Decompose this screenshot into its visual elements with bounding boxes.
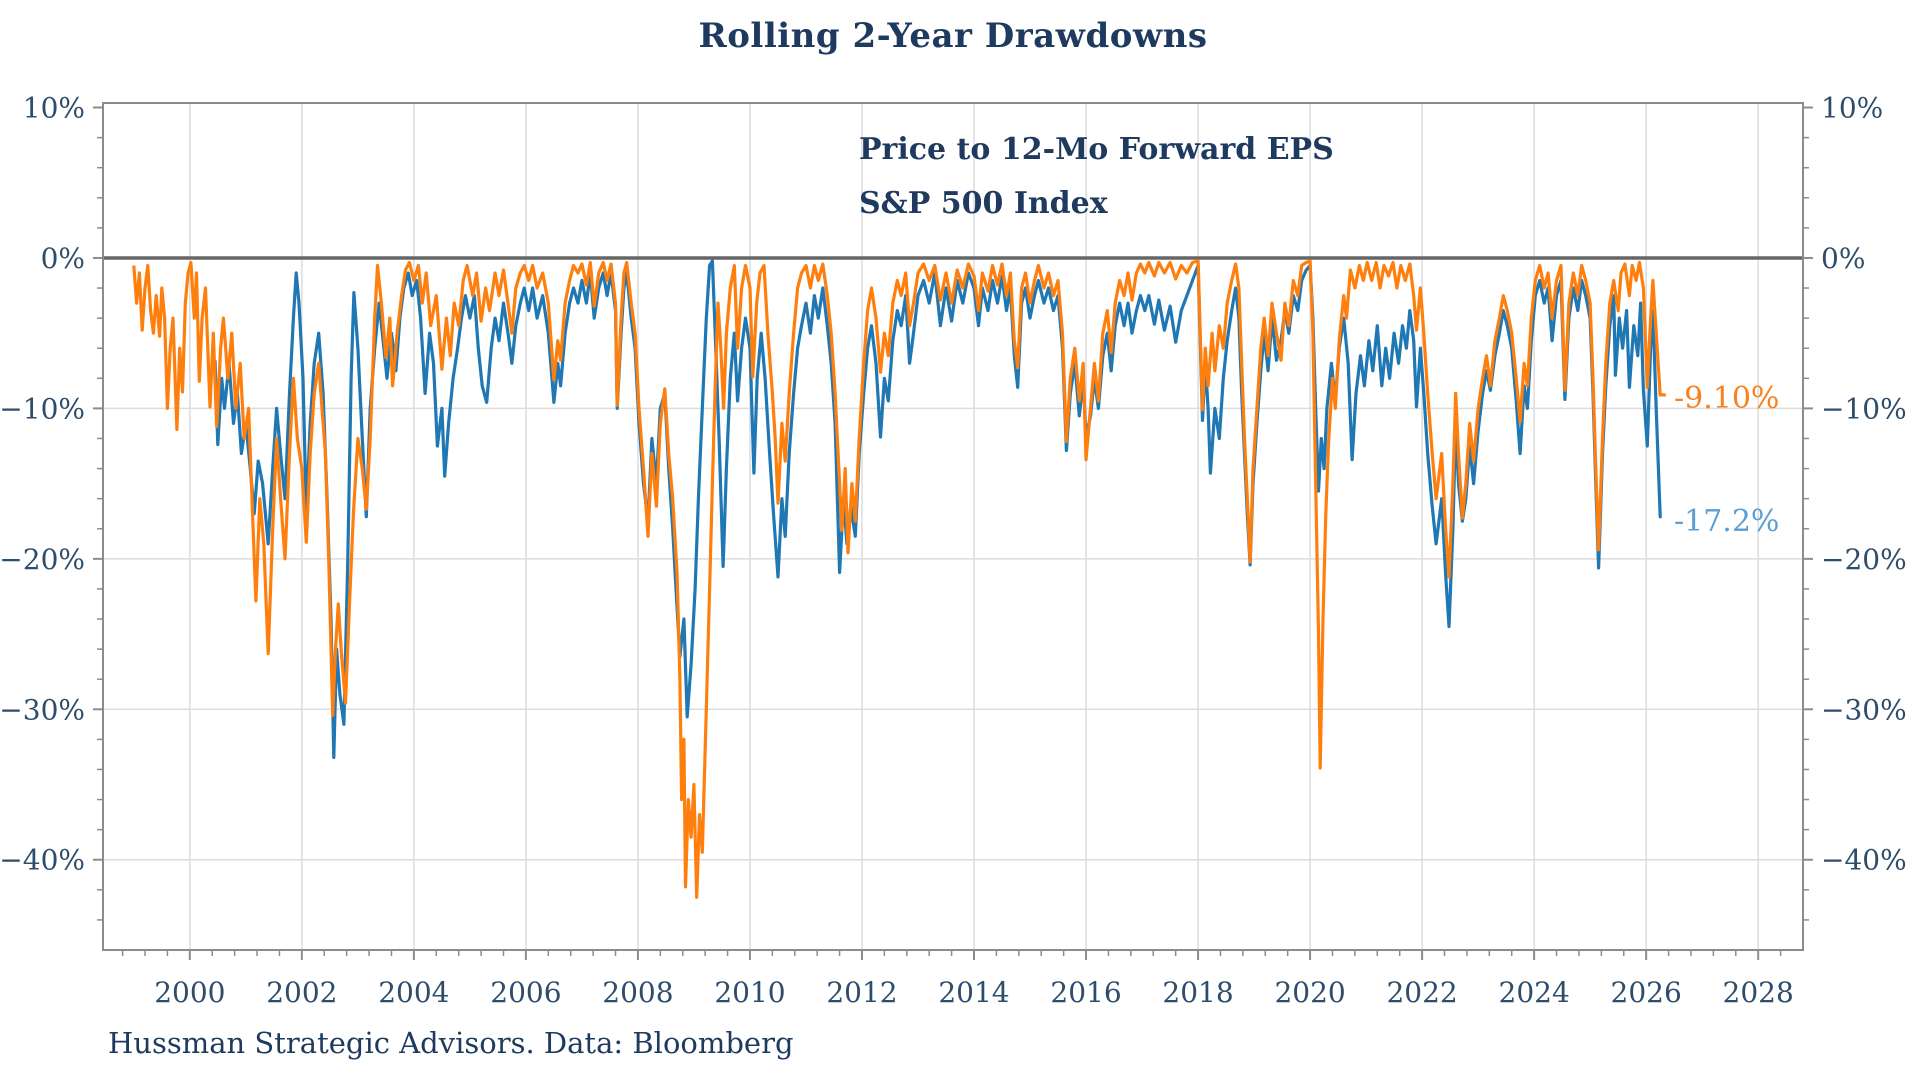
y-tick-label-right: −30% bbox=[1821, 693, 1907, 726]
x-tick-label: 2024 bbox=[1499, 976, 1570, 1009]
source-attribution: Hussman Strategic Advisors. Data: Bloomb… bbox=[108, 1026, 794, 1060]
y-tick-label-right: −40% bbox=[1821, 844, 1907, 877]
blue-line-swatch-icon bbox=[775, 147, 833, 152]
y-tick-label-right: −10% bbox=[1821, 392, 1907, 425]
x-tick-label: 2010 bbox=[714, 976, 785, 1009]
sp500-line bbox=[132, 259, 1666, 899]
y-tick-label-left: 0% bbox=[41, 242, 85, 275]
x-tick-label: 2014 bbox=[938, 976, 1009, 1009]
forward-eps-end-value-label: -17.2% bbox=[1674, 504, 1780, 539]
y-tick-label-right: −20% bbox=[1821, 543, 1907, 576]
legend-item-sp500: S&P 500 Index bbox=[775, 176, 1334, 230]
sp500-end-value-label: -9.10% bbox=[1674, 381, 1780, 416]
gridlines bbox=[103, 103, 1803, 950]
axes-spines bbox=[102, 102, 1804, 951]
legend-label-sp500: S&P 500 Index bbox=[859, 185, 1108, 221]
series-lines bbox=[132, 259, 1666, 899]
axis-tick-labels: 10% 10% 0% 0% −10% −10% −20% −20% −30% −30% −40% −4… bbox=[0, 92, 1907, 1009]
legend-item-forward-eps: Price to 12-Mo Forward EPS bbox=[775, 122, 1334, 176]
x-tick-label: 2002 bbox=[266, 976, 337, 1009]
axis-ticks bbox=[93, 106, 1813, 960]
legend: Price to 12-Mo Forward EPS S&P 500 Index bbox=[775, 122, 1334, 230]
chart-title: Rolling 2-Year Drawdowns bbox=[698, 16, 1208, 56]
x-tick-label: 2006 bbox=[490, 976, 561, 1009]
y-tick-label-left: −40% bbox=[0, 844, 85, 877]
x-tick-label: 2018 bbox=[1162, 976, 1233, 1009]
y-tick-label-left: −20% bbox=[0, 543, 85, 576]
x-tick-label: 2022 bbox=[1386, 976, 1457, 1009]
x-tick-label: 2004 bbox=[378, 976, 449, 1009]
x-tick-label: 2016 bbox=[1050, 976, 1121, 1009]
x-tick-label: 2026 bbox=[1611, 976, 1682, 1009]
x-tick-label: 2028 bbox=[1723, 976, 1794, 1009]
orange-line-swatch-icon bbox=[775, 201, 833, 206]
y-tick-label-right: 10% bbox=[1821, 92, 1883, 125]
forward-eps-line bbox=[213, 259, 1662, 759]
x-tick-label: 2000 bbox=[154, 976, 225, 1009]
y-tick-label-left: −10% bbox=[0, 392, 85, 425]
y-tick-label-left: −30% bbox=[0, 693, 85, 726]
y-tick-label-left: 10% bbox=[23, 92, 85, 125]
x-tick-label: 2020 bbox=[1274, 976, 1345, 1009]
y-tick-label-right: 0% bbox=[1821, 242, 1865, 275]
x-tick-label: 2008 bbox=[602, 976, 673, 1009]
legend-label-forward-eps: Price to 12-Mo Forward EPS bbox=[859, 131, 1334, 167]
x-tick-label: 2012 bbox=[826, 976, 897, 1009]
